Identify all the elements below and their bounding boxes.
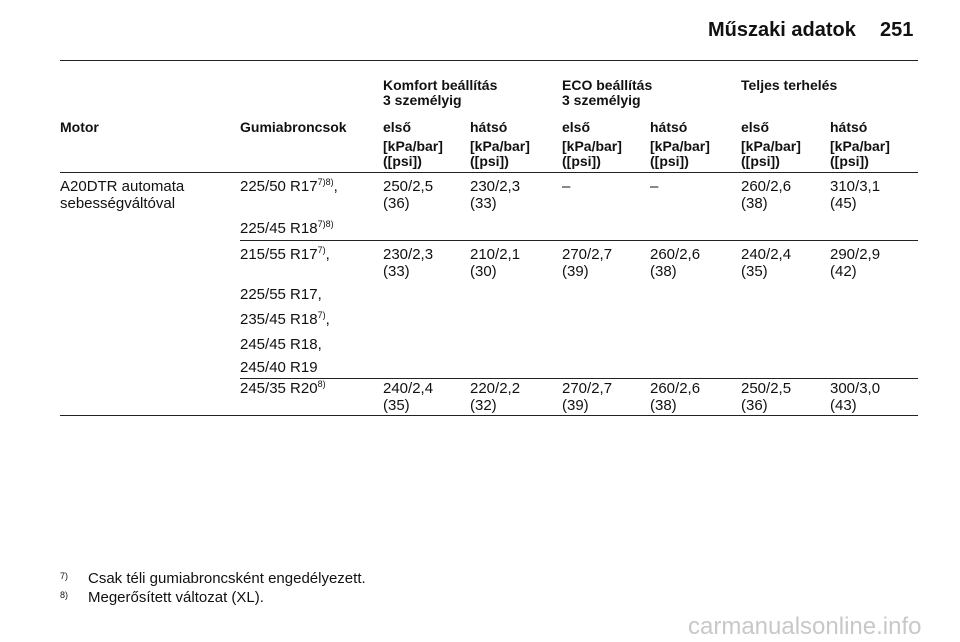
- group-header: Komfort beállítás: [383, 77, 498, 93]
- pressure: (38): [650, 263, 677, 280]
- pressure: (38): [650, 397, 677, 414]
- pressure: 270/2,7: [562, 246, 613, 263]
- tire-size: 245/45 R18,: [240, 336, 322, 353]
- pressure: 240/2,4: [383, 380, 434, 397]
- tire: 235/45 R187),: [240, 310, 330, 328]
- unit-header: [kPa/bar]: [470, 138, 530, 154]
- footnote-text: Megerősített változat (XL).: [88, 589, 264, 606]
- footnote-mark: 7): [60, 571, 69, 581]
- column-header: hátsó: [470, 119, 508, 135]
- column-header: első: [562, 119, 591, 135]
- footnote-ref: 7)8): [317, 177, 334, 187]
- rule: [60, 415, 918, 416]
- group-header: 3 személyig: [562, 92, 641, 108]
- tire-size: 235/45 R18: [240, 311, 318, 328]
- column-header: első: [741, 119, 770, 135]
- unit-header: ([psi]): [741, 153, 780, 169]
- group-header: 3 személyig: [383, 92, 462, 108]
- pressure: (39): [562, 397, 589, 414]
- pressure: 250/2,5: [383, 178, 434, 195]
- watermark: carmanualsonline.info: [688, 613, 922, 640]
- unit-header: [kPa/bar]: [383, 138, 443, 154]
- rule: [240, 378, 918, 379]
- column-header: Gumiabroncsok: [240, 119, 347, 135]
- pressure: (30): [470, 263, 497, 280]
- pressure: (32): [470, 397, 497, 414]
- motor: sebességváltóval: [60, 195, 176, 212]
- rule: [60, 172, 918, 173]
- pressure: 240/2,4: [741, 246, 792, 263]
- tire-size: 225/50 R17: [240, 178, 318, 195]
- pressure: 300/3,0: [830, 380, 881, 397]
- pressure: 270/2,7: [562, 380, 613, 397]
- footnote-ref: 7): [317, 245, 326, 255]
- column-header: első: [383, 119, 412, 135]
- unit-header: [kPa/bar]: [650, 138, 710, 154]
- pressure: (38): [741, 195, 768, 212]
- pressure: 210/2,1: [470, 246, 521, 263]
- pressure: 230/2,3: [470, 178, 521, 195]
- punctuation: ,: [325, 246, 330, 263]
- pressure: 260/2,6: [741, 178, 792, 195]
- unit-header: ([psi]): [650, 153, 689, 169]
- group-header: Teljes terhelés: [741, 77, 838, 93]
- punctuation: ,: [325, 311, 330, 328]
- punctuation: ,: [333, 178, 338, 195]
- pressure: (33): [383, 263, 410, 280]
- pressure: 310/3,1: [830, 178, 881, 195]
- pressure: –: [650, 178, 659, 195]
- pressure: 260/2,6: [650, 246, 701, 263]
- tire: 225/55 R17,: [240, 287, 322, 303]
- tire-size: 225/45 R18: [240, 220, 318, 237]
- pressure: (45): [830, 195, 857, 212]
- tire: 245/40 R19: [240, 360, 318, 376]
- pressure: (35): [383, 397, 410, 414]
- unit-header: [kPa/bar]: [741, 138, 801, 154]
- tire: 215/55 R177),: [240, 245, 330, 263]
- footnote-ref: 7): [317, 310, 326, 320]
- page-number: 251: [880, 19, 914, 41]
- tire-size: 245/35 R20: [240, 380, 318, 397]
- column-header: Motor: [60, 119, 99, 135]
- unit-header: ([psi]): [830, 153, 869, 169]
- rule: [240, 240, 918, 241]
- pressure: 230/2,3: [383, 246, 434, 263]
- pressure: –: [562, 178, 571, 195]
- unit-header: [kPa/bar]: [830, 138, 890, 154]
- pressure: 260/2,6: [650, 380, 701, 397]
- unit-header: ([psi]): [383, 153, 422, 169]
- tire-size: 245/40 R19: [240, 359, 318, 376]
- column-header: hátsó: [650, 119, 688, 135]
- tire-size: 225/55 R17,: [240, 286, 322, 303]
- footnote-mark: 8): [60, 590, 69, 600]
- pressure: 220/2,2: [470, 380, 521, 397]
- pressure: 290/2,9: [830, 246, 881, 263]
- unit-header: ([psi]): [470, 153, 509, 169]
- pressure: (35): [741, 263, 768, 280]
- pressure: (36): [741, 397, 768, 414]
- pressure: (42): [830, 263, 857, 280]
- tire: 225/45 R187)8): [240, 219, 334, 237]
- group-header: ECO beállítás: [562, 77, 653, 93]
- tire-size: 215/55 R17: [240, 246, 318, 263]
- unit-header: [kPa/bar]: [562, 138, 622, 154]
- page-title: Műszaki adatok: [708, 19, 856, 41]
- pressure: (43): [830, 397, 857, 414]
- rule: [60, 60, 918, 61]
- pressure: (36): [383, 195, 410, 212]
- pressure: 250/2,5: [741, 380, 792, 397]
- tire: 245/45 R18,: [240, 337, 322, 353]
- pressure: (33): [470, 195, 497, 212]
- unit-header: ([psi]): [562, 153, 601, 169]
- motor: A20DTR automata: [60, 178, 185, 195]
- pressure: (39): [562, 263, 589, 280]
- tire: 245/35 R208): [240, 379, 326, 397]
- footnote-text: Csak téli gumiabroncsként engedélyezett.: [88, 570, 366, 587]
- footnote-ref: 7)8): [317, 219, 334, 229]
- tire: 225/50 R177)8),: [240, 177, 338, 195]
- footnote-ref: 8): [317, 379, 326, 389]
- column-header: hátsó: [830, 119, 868, 135]
